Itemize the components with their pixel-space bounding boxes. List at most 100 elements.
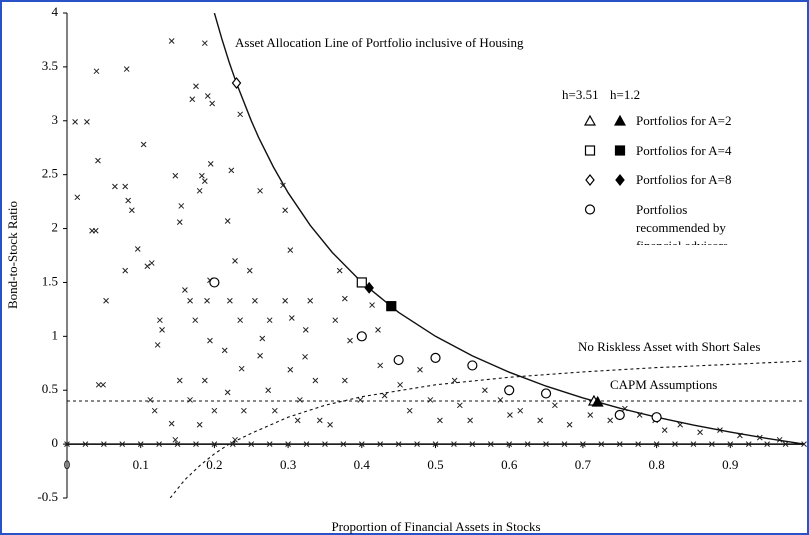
data-point: [137, 441, 144, 447]
y-tick-label: 1.5: [42, 273, 58, 288]
data-point: [336, 267, 343, 274]
x-tick-label: 0.5: [427, 457, 443, 472]
data-point: [482, 387, 488, 394]
data-point: [661, 427, 668, 433]
data-point: [187, 297, 193, 304]
data-point: [103, 297, 109, 304]
data-point: [224, 218, 231, 224]
portfolio-point: [651, 412, 662, 423]
data-point: [297, 397, 303, 403]
portfolio-point: [386, 301, 397, 312]
data-point: [287, 366, 294, 373]
data-point: [307, 297, 314, 304]
data-point: [377, 441, 384, 447]
portfolio-point: [614, 409, 625, 421]
data-point: [456, 402, 463, 409]
curve: [213, 13, 804, 445]
data-point: [375, 327, 381, 333]
data-point: [727, 441, 734, 447]
y-tick-label: 2: [52, 220, 59, 235]
data-point: [241, 407, 247, 414]
portfolio-point: [364, 281, 374, 294]
data-point: [140, 141, 147, 148]
legend-label-box: Portfolios recommended by financial advi…: [636, 202, 728, 245]
annotation: Asset Allocation Line of Portfolio inclu…: [235, 35, 524, 50]
data-point: [302, 327, 309, 333]
portfolio-point: [231, 77, 242, 90]
x-tick-label: 0.8: [648, 457, 664, 472]
data-point: [248, 441, 255, 447]
data-point: [119, 441, 126, 447]
x-tick-label: 0: [64, 457, 71, 472]
portfolio-point: [209, 277, 220, 288]
x-tick-label: 0.6: [501, 457, 518, 472]
data-point: [507, 412, 513, 418]
legend-label: Portfolios for A=8: [636, 172, 732, 187]
x-axis-label: Proportion of Financial Assets in Stocks: [331, 519, 540, 534]
y-tick-label: 3.5: [42, 58, 58, 73]
data-point: [282, 207, 289, 214]
data-point: [122, 267, 129, 274]
y-axis-label: Bond-to-Stock Ratio: [5, 201, 20, 309]
data-point: [537, 417, 544, 424]
data-point: [357, 397, 364, 403]
x-tick-label: 0.2: [206, 457, 222, 472]
data-point: [246, 267, 253, 274]
data-point: [189, 96, 196, 103]
data-point: [207, 337, 213, 344]
data-point: [172, 172, 179, 179]
data-point: [82, 441, 89, 447]
data-point: [469, 441, 476, 447]
data-point: [709, 441, 715, 447]
data-point: [193, 441, 199, 447]
annotation: No Riskless Asset with Short Sales: [578, 339, 760, 354]
data-point: [201, 178, 208, 184]
data-point: [159, 327, 165, 333]
data-point: [302, 353, 308, 360]
data-point: [64, 441, 70, 447]
data-point: [524, 441, 531, 447]
data-point: [93, 68, 100, 75]
legend-label-box: Portfolios for A=8: [636, 172, 732, 187]
data-point: [451, 377, 458, 384]
data-point: [232, 258, 238, 264]
legend-marker: [615, 174, 625, 186]
data-point: [174, 441, 181, 447]
data-point: [176, 377, 183, 384]
data-point: [635, 441, 642, 447]
data-point: [782, 441, 789, 447]
legend-label: Portfolios for A=2: [636, 113, 732, 128]
data-point: [74, 194, 81, 201]
data-point: [178, 203, 185, 209]
legend-label-box: Portfolios for A=2: [636, 113, 732, 128]
data-point: [112, 183, 118, 190]
data-point: [172, 436, 179, 443]
data-point: [672, 441, 678, 447]
data-point: [192, 317, 199, 324]
data-point: [227, 297, 233, 304]
data-point: [271, 407, 278, 414]
data-point: [201, 377, 208, 384]
data-point: [156, 441, 162, 447]
data-point: [204, 297, 210, 304]
data-point: [607, 417, 614, 424]
portfolio-point: [504, 385, 515, 396]
data-point: [506, 441, 513, 447]
data-point: [92, 227, 99, 234]
portfolio-point: [467, 360, 478, 371]
annotation: CAPM Assumptions: [610, 377, 717, 392]
data-point: [259, 335, 266, 342]
data-point: [653, 441, 660, 447]
data-point: [467, 417, 473, 424]
data-point: [211, 407, 218, 414]
portfolio-point: [591, 395, 604, 407]
data-point: [134, 246, 141, 252]
x-tick-label: 0.3: [280, 457, 296, 472]
portfolio-point: [393, 354, 404, 366]
data-point: [237, 317, 244, 324]
data-point: [187, 397, 193, 403]
data-point: [168, 420, 175, 427]
data-point: [285, 441, 291, 447]
data-point: [123, 66, 130, 72]
